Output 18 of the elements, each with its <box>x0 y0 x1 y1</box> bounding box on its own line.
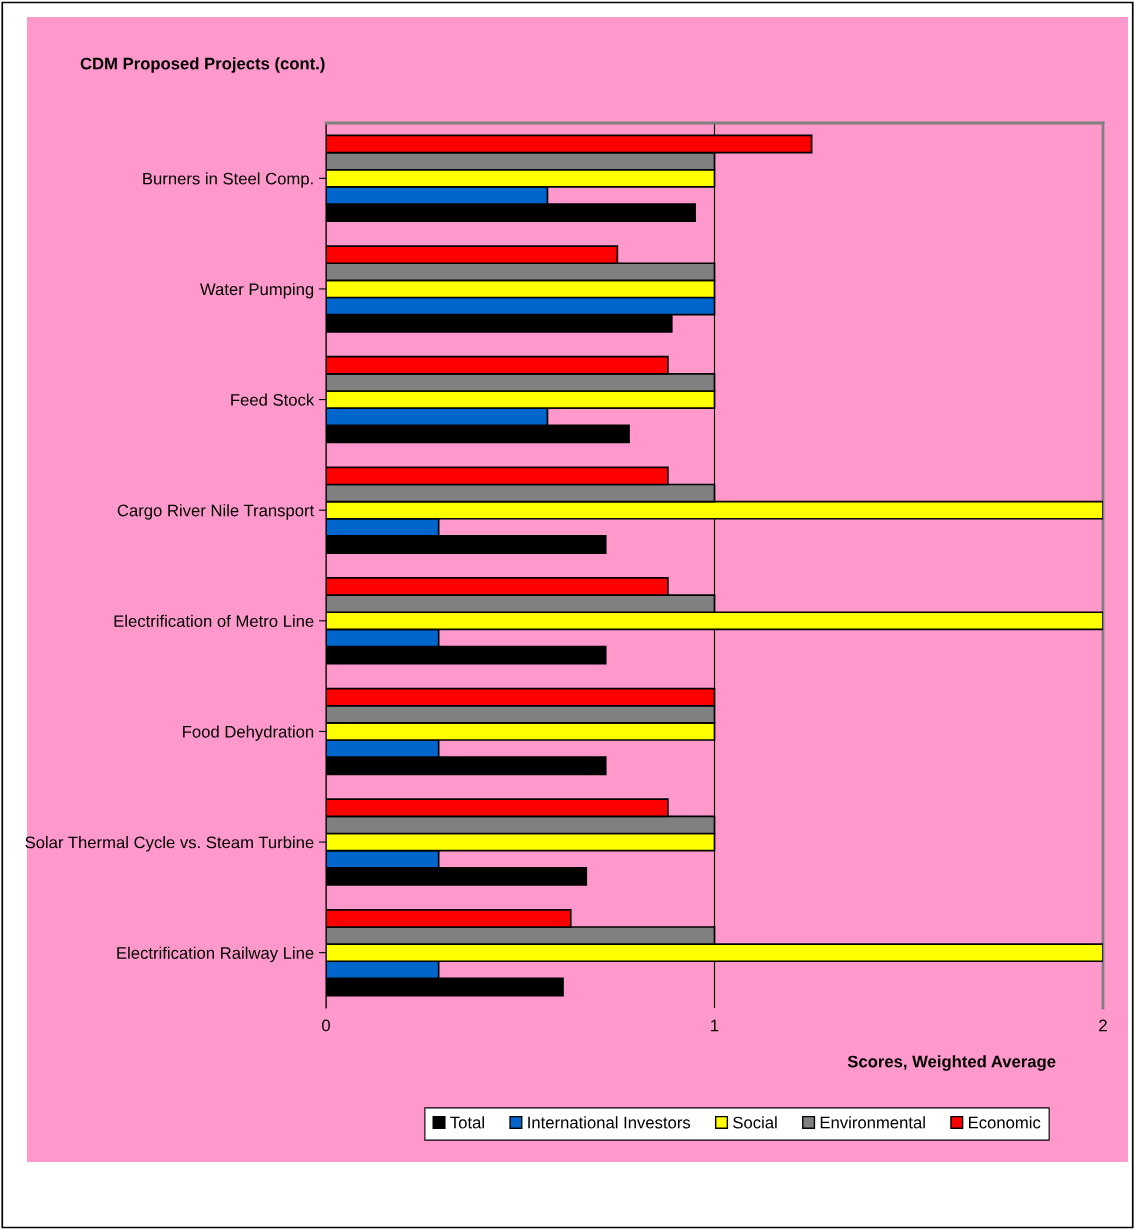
y-tick-label: Water Pumping <box>200 282 314 299</box>
chart-title: CDM Proposed Projects (cont.) <box>80 57 325 73</box>
y-tick-label: Cargo River Nile Transport <box>117 504 315 520</box>
x-axis-title: Scores, Weighted Average <box>847 1055 1056 1071</box>
legend-label: Economic <box>968 1116 1041 1129</box>
legend-label: Environmental <box>820 1116 925 1129</box>
y-tick-label: Electrification Railway Line <box>117 946 314 963</box>
x-tick-label: 2 <box>1099 1019 1107 1032</box>
y-tick-label: Electrification of Metro Line <box>114 614 314 628</box>
legend-label: International Investors <box>528 1116 691 1129</box>
y-tick-label: Burners in Steel Comp. <box>143 172 313 188</box>
y-tick-label: Solar Thermal Cycle vs. Steam Turbine <box>25 836 314 852</box>
y-tick-label: Feed Stock <box>231 393 315 406</box>
x-tick-label: 0 <box>322 1019 330 1032</box>
legend-label: Social <box>733 1116 777 1129</box>
legend-label: Total <box>450 1116 484 1129</box>
y-tick-label: Food Dehydration <box>183 725 314 741</box>
x-tick-label: 1 <box>711 1019 719 1032</box>
